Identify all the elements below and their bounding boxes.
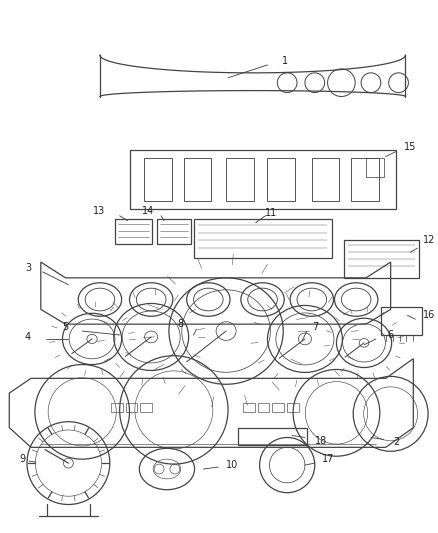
Text: 10: 10	[226, 460, 238, 470]
Text: 5: 5	[62, 322, 68, 332]
Bar	[287, 403, 299, 412]
Text: 12: 12	[423, 236, 435, 245]
Bar	[272, 403, 284, 412]
Bar	[312, 158, 339, 201]
Text: 17: 17	[321, 454, 334, 464]
Text: 1: 1	[282, 56, 288, 66]
Text: 15: 15	[403, 142, 416, 152]
Text: 9: 9	[19, 454, 25, 464]
Bar	[115, 219, 152, 244]
Text: 4: 4	[25, 332, 31, 342]
Text: 14: 14	[142, 206, 154, 216]
Text: 16: 16	[423, 310, 435, 320]
Bar	[226, 158, 254, 201]
Text: 8: 8	[177, 319, 184, 329]
Bar	[344, 240, 419, 278]
Bar	[351, 158, 379, 201]
Bar	[268, 158, 295, 201]
Bar	[140, 403, 152, 412]
Text: 18: 18	[315, 437, 327, 447]
Text: 6: 6	[388, 330, 394, 340]
Bar	[144, 158, 172, 201]
Text: 11: 11	[265, 208, 277, 218]
Text: 3: 3	[25, 263, 31, 273]
Bar	[126, 403, 138, 412]
Bar	[381, 308, 422, 335]
Text: 2: 2	[394, 438, 400, 447]
Text: 7: 7	[312, 322, 318, 332]
Bar	[238, 427, 307, 446]
Bar	[130, 150, 396, 209]
Text: 13: 13	[92, 206, 105, 216]
Bar	[258, 403, 269, 412]
Bar	[194, 219, 332, 258]
Bar	[366, 158, 384, 177]
Bar	[243, 403, 254, 412]
Bar	[111, 403, 123, 412]
Bar	[157, 219, 191, 244]
Bar	[184, 158, 211, 201]
